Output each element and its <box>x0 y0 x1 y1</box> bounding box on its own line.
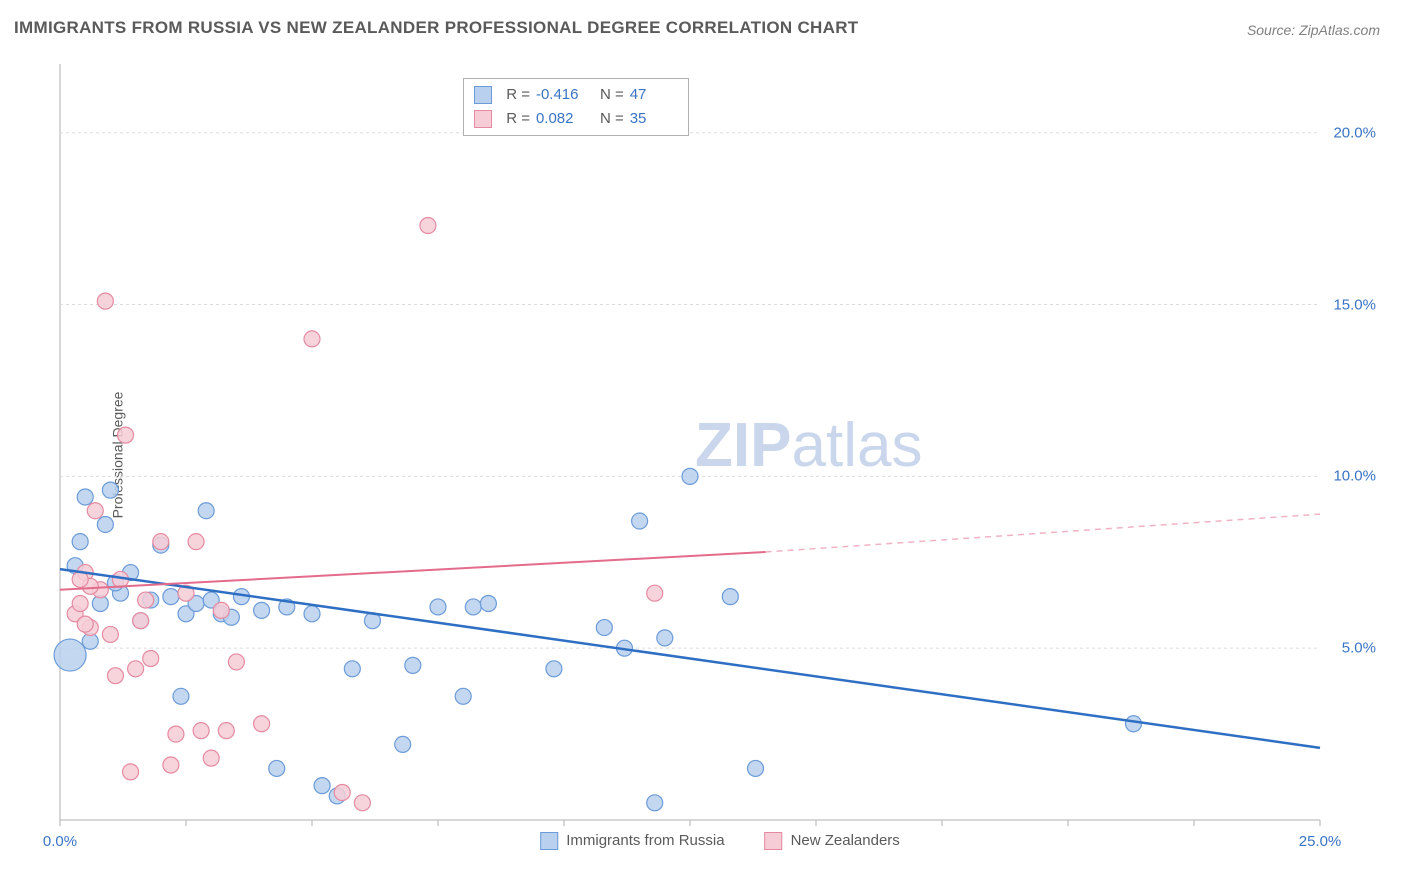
x-tick-label: 0.0% <box>43 833 77 850</box>
svg-text:ZIPatlas: ZIPatlas <box>695 411 922 480</box>
legend-label: New Zealanders <box>791 832 900 849</box>
legend-label: Immigrants from Russia <box>566 832 724 849</box>
legend-swatch <box>474 110 492 128</box>
y-tick-label: 10.0% <box>1333 468 1376 485</box>
y-tick-label: 5.0% <box>1342 640 1376 657</box>
source-attribution: Source: ZipAtlas.com <box>1247 22 1380 38</box>
stats-legend-row: R =0.082 N =35 <box>474 107 678 131</box>
stats-legend: R =-0.416 N =47R =0.082 N =35 <box>463 78 689 136</box>
legend-swatch <box>540 832 558 850</box>
y-tick-label: 15.0% <box>1333 296 1376 313</box>
legend-item: Immigrants from Russia <box>540 832 724 850</box>
legend-swatch <box>765 832 783 850</box>
stat-r-value: -0.416 <box>536 83 584 107</box>
stat-n-value: 35 <box>630 107 678 131</box>
legend-swatch <box>474 86 492 104</box>
stat-r-value: 0.082 <box>536 107 584 131</box>
chart-title: IMMIGRANTS FROM RUSSIA VS NEW ZEALANDER … <box>14 18 858 38</box>
y-tick-label: 20.0% <box>1333 124 1376 141</box>
correlation-chart: Professional Degree ZIPatlas 5.0%10.0%15… <box>50 60 1390 850</box>
stats-legend-row: R =-0.416 N =47 <box>474 83 678 107</box>
plot-area: ZIPatlas <box>50 60 1390 850</box>
x-tick-label: 25.0% <box>1299 833 1342 850</box>
legend-item: New Zealanders <box>765 832 900 850</box>
series-legend: Immigrants from Russia New Zealanders <box>540 832 900 850</box>
stat-n-value: 47 <box>630 83 678 107</box>
